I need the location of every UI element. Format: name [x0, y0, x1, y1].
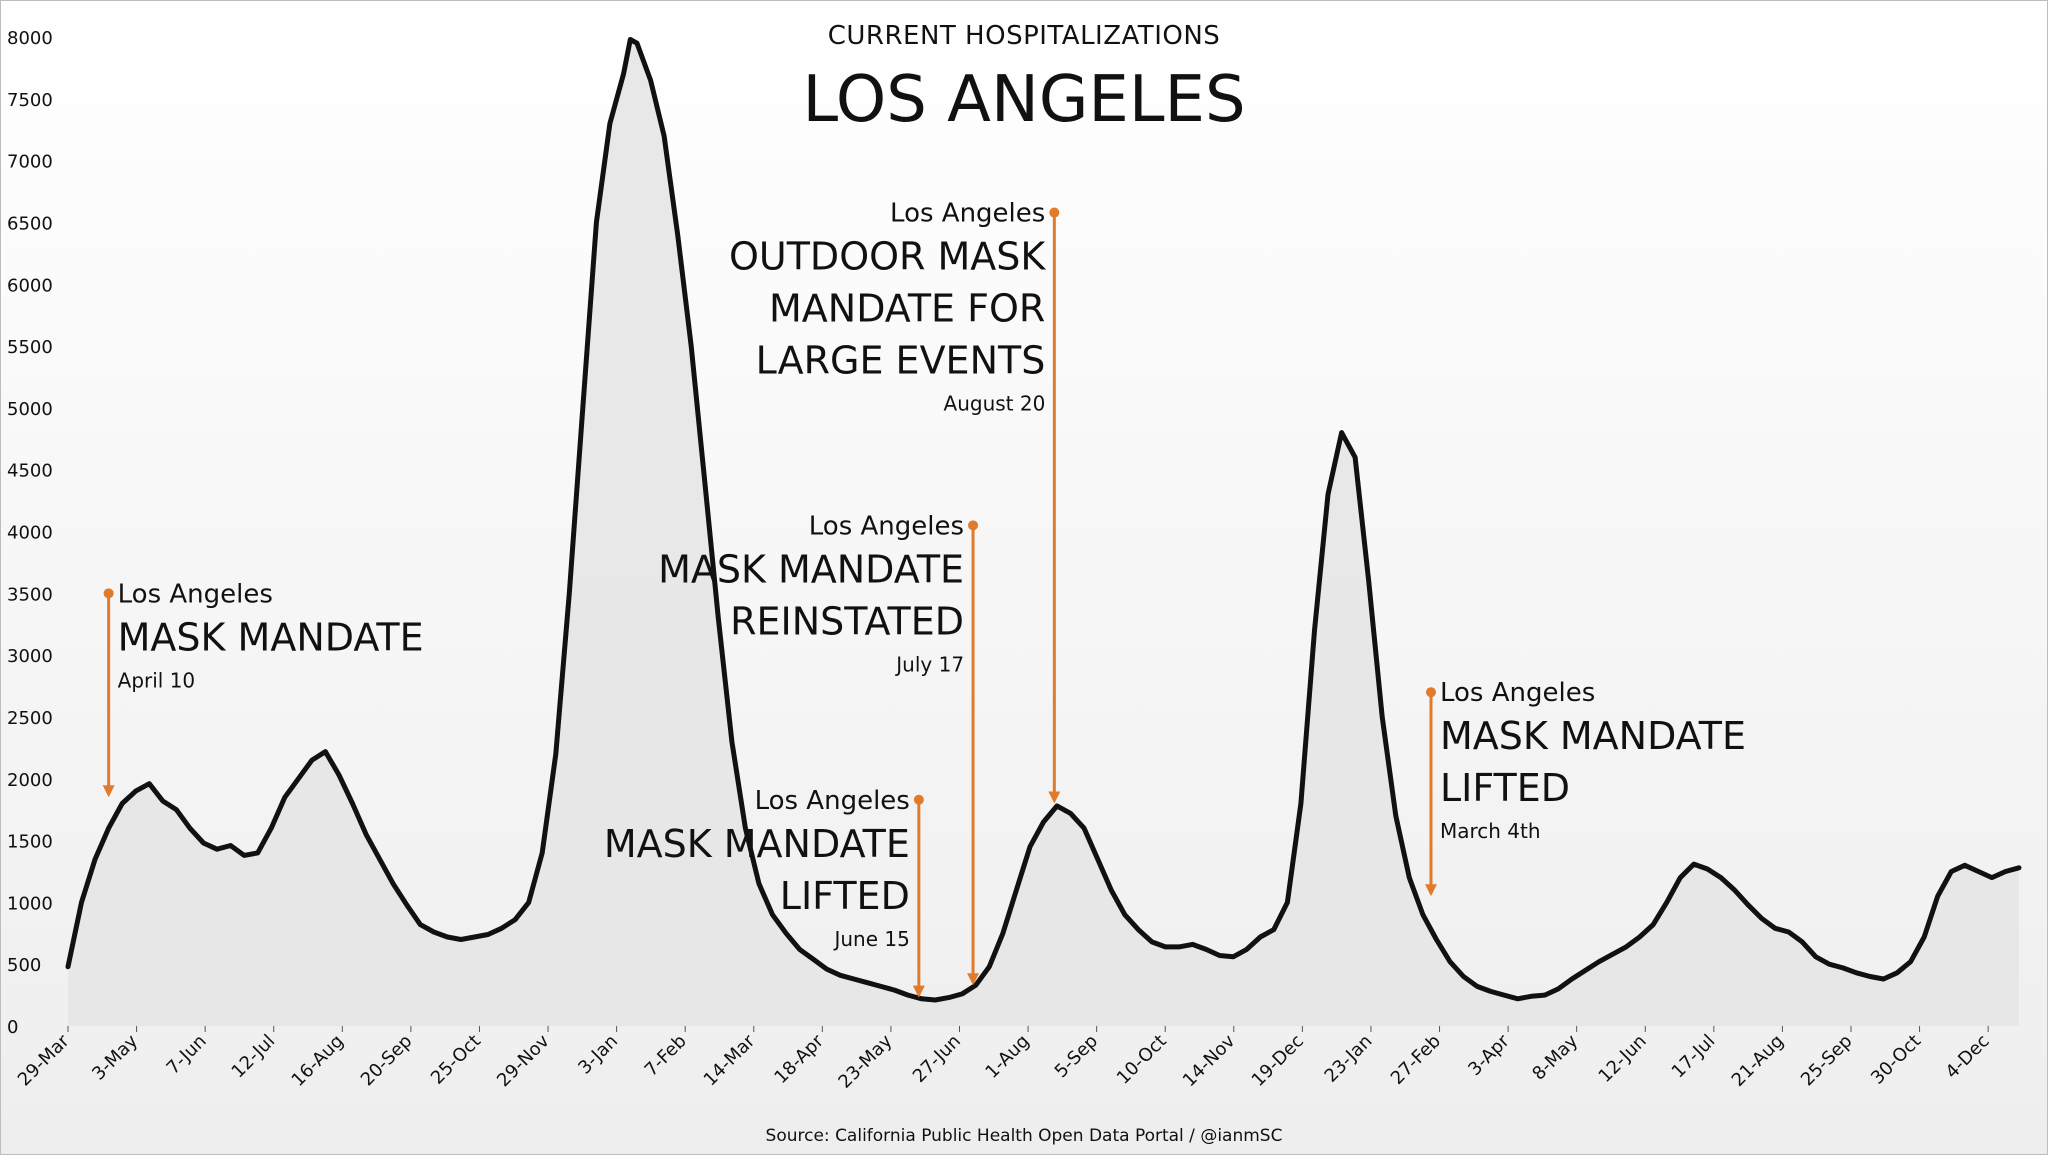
annotation-headline: LIFTED [780, 874, 910, 918]
annotation-dot [1425, 687, 1436, 698]
y-tick-label: 2000 [7, 770, 53, 791]
annotation-arrowhead [1424, 884, 1437, 897]
y-tick-label: 6000 [7, 275, 53, 296]
hospitalizations-line [65, 37, 2022, 1003]
y-tick-label: 7000 [7, 152, 53, 173]
y-tick-label: 8000 [7, 28, 53, 49]
annotation-place: Los Angeles [118, 579, 273, 609]
y-tick-label: 2500 [7, 708, 53, 729]
y-tick-label: 1000 [7, 893, 53, 914]
annotation-headline: OUTDOOR MASK [729, 235, 1046, 279]
annotation-place: Los Angeles [809, 511, 964, 541]
y-tick-label: 4500 [7, 461, 53, 482]
annotation-date: July 17 [894, 652, 964, 676]
annotation-arrowhead [1048, 791, 1061, 804]
y-tick-label: 4000 [7, 523, 53, 544]
y-tick-label: 5500 [7, 337, 53, 358]
annotation-headline: MANDATE FOR [769, 287, 1045, 331]
source-note: Source: California Public Health Open Da… [766, 1126, 1283, 1146]
hospitalizations-area [68, 39, 2019, 1026]
annotation-arrowhead [102, 785, 115, 798]
chart-subtitle: CURRENT HOSPITALIZATIONS [828, 21, 1221, 51]
annotation-date: August 20 [944, 392, 1046, 416]
annotation-headline: MASK MANDATE [604, 822, 910, 866]
chart-title: LOS ANGELES [802, 63, 1245, 137]
annotation-place: Los Angeles [890, 199, 1045, 229]
y-tick-label: 6500 [7, 213, 53, 234]
y-tick-label: 3500 [7, 584, 53, 605]
annotation-headline: MASK MANDATE [658, 547, 964, 591]
y-tick-label: 3000 [7, 646, 53, 667]
annotation-dot [913, 794, 924, 805]
annotation-headline: LIFTED [1440, 766, 1570, 810]
y-axis: 0 500 1000 1500 2000 2500 3000 3500 4000 4500 5000… [7, 28, 53, 1038]
annotation-headline: REINSTATED [730, 599, 964, 643]
annotation-headline: LARGE EVENTS [756, 339, 1046, 383]
annotation-headline: MASK MANDATE [118, 615, 424, 659]
y-tick-label: 0 [7, 1017, 18, 1038]
annotation-date: April 10 [118, 668, 196, 692]
annotation-arrowhead [912, 985, 925, 998]
annotation-dot [1049, 207, 1060, 218]
y-tick-label: 7500 [7, 90, 53, 111]
annotation-place: Los Angeles [755, 786, 910, 816]
annotation-date: June 15 [832, 927, 909, 951]
y-tick-label: 500 [7, 955, 41, 976]
annotation-dot [968, 520, 979, 531]
annotation-dot [103, 588, 114, 599]
annotation-date: March 4th [1440, 819, 1541, 843]
annotation-arrowhead [967, 973, 980, 986]
annotation-headline: MASK MANDATE [1440, 714, 1746, 758]
annotations: Los Angeles MASK MANDATE April 10 Los Angel… [102, 199, 1746, 998]
annotation-place: Los Angeles [1440, 678, 1595, 708]
y-tick-label: 5000 [7, 399, 53, 420]
y-tick-label: 1500 [7, 832, 53, 853]
